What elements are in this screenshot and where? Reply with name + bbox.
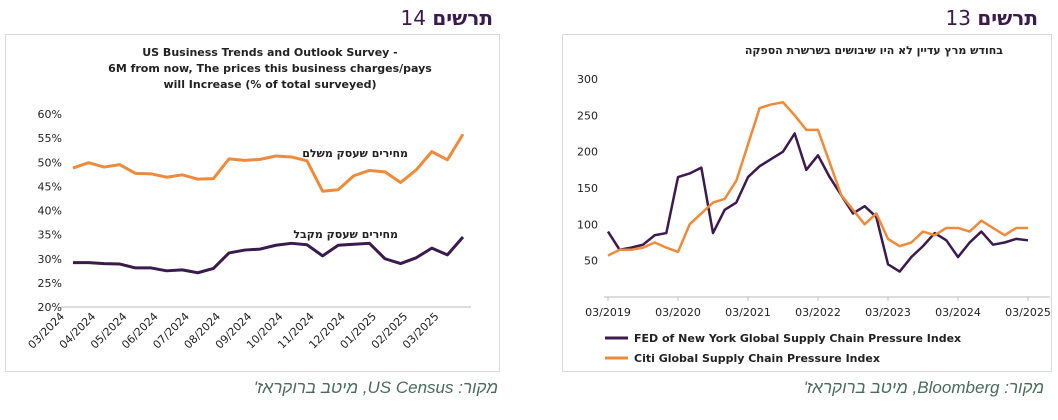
y-tick-label: 30% xyxy=(38,253,62,266)
y-tick-label: 45% xyxy=(38,180,62,193)
heading-word: תרשים xyxy=(977,6,1038,30)
x-tick-label: 03/2019 xyxy=(585,306,631,319)
y-tick-label: 55% xyxy=(38,132,62,145)
panel xyxy=(5,34,500,372)
chart-title: 6M from now, The prices this business ch… xyxy=(108,62,432,75)
y-tick-label: 50% xyxy=(38,156,62,169)
heading: תרשים 14 xyxy=(401,6,494,30)
y-tick-label: 200 xyxy=(577,146,598,159)
chart-title: US Business Trends and Outlook Survey - xyxy=(142,46,398,59)
x-tick-label: 03/2025 xyxy=(1005,306,1051,319)
x-tick-label: 03/2023 xyxy=(865,306,911,319)
y-tick-label: 40% xyxy=(38,205,62,218)
x-tick-label: 03/2020 xyxy=(655,306,701,319)
annotation: מחירים שעסק מקבל xyxy=(293,228,398,241)
x-tick-label: 03/2024 xyxy=(935,306,981,319)
legend-label: FED of New York Global Supply Chain Pres… xyxy=(634,332,961,345)
source: מקור: Bloomberg, מיטב ברוקראז' xyxy=(803,378,1044,397)
series-line xyxy=(72,133,465,193)
y-tick-label: 100 xyxy=(577,218,598,231)
legend-label: Citi Global Supply Chain Pressure Index xyxy=(634,352,880,365)
heading-number: 13 xyxy=(945,6,971,30)
y-tick-label: 250 xyxy=(577,109,598,122)
chart-title: will Increase (% of total surveyed) xyxy=(163,78,376,91)
y-tick-label: 60% xyxy=(38,108,62,121)
y-tick-label: 20% xyxy=(38,301,62,314)
chart-title: בחודש מרץ עדיין לא היו שיבושים בשרשרת הס… xyxy=(745,44,1003,57)
heading-word: תרשים xyxy=(432,6,493,30)
y-tick-label: 150 xyxy=(577,182,598,195)
annotation: מחירים שעסק משלם xyxy=(302,147,408,160)
series-line xyxy=(606,132,1029,273)
y-tick-label: 35% xyxy=(38,229,62,242)
heading-number: 14 xyxy=(400,6,426,30)
source: מקור: US Census, מיטב ברוקראז' xyxy=(253,378,498,397)
panel xyxy=(562,34,1052,372)
y-tick-label: 300 xyxy=(577,73,598,86)
y-tick-label: 25% xyxy=(38,277,62,290)
series-line xyxy=(73,236,465,275)
y-tick-label: 50 xyxy=(584,255,598,268)
series-line xyxy=(607,101,1028,257)
x-tick-label: 03/2021 xyxy=(725,306,771,319)
x-tick-label: 03/2022 xyxy=(795,306,841,319)
heading: תרשים 13 xyxy=(946,6,1039,30)
chart-right: בחודש מרץ עדיין לא היו שיבושים בשרשרת הס… xyxy=(577,44,1051,365)
